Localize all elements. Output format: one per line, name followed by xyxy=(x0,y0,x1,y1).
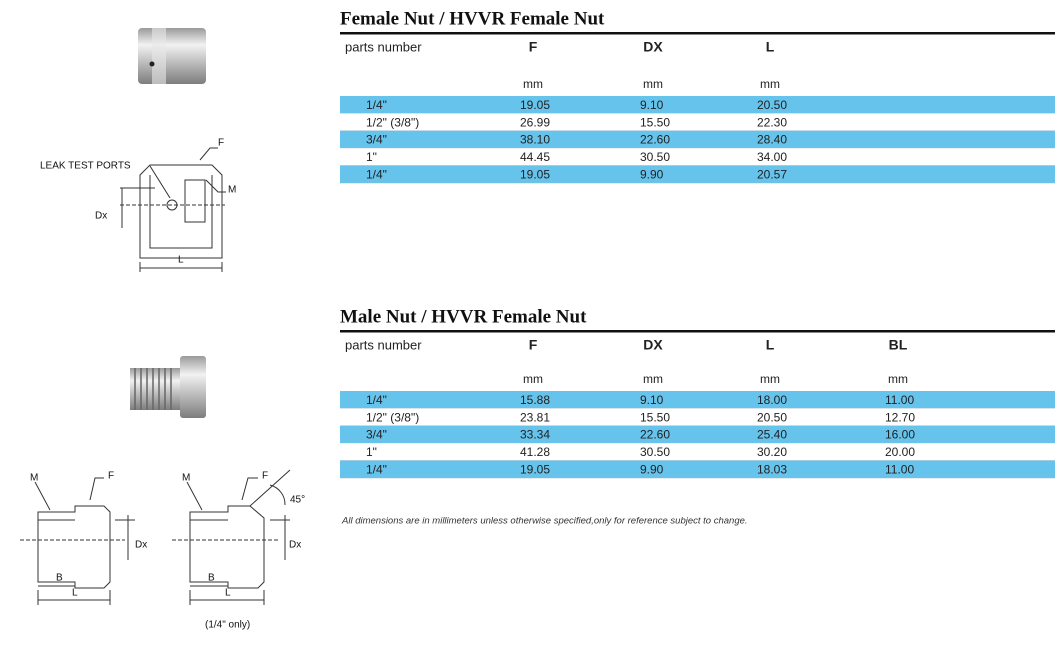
cell: 1/4" xyxy=(366,167,387,181)
cell: 15.88 xyxy=(520,393,550,407)
cell: 19.05 xyxy=(520,98,550,112)
title-rule xyxy=(340,32,1055,35)
cell: 20.00 xyxy=(885,445,915,459)
cell: 1/2" (3/8") xyxy=(366,115,419,129)
cell: 9.10 xyxy=(640,98,664,112)
table-row xyxy=(340,460,1055,478)
cell: 9.90 xyxy=(640,167,664,181)
unit: mm xyxy=(760,77,780,91)
cell: 1" xyxy=(366,150,377,164)
unit: mm xyxy=(643,372,663,386)
cell: 25.40 xyxy=(757,428,787,442)
diagram-label: B xyxy=(56,573,63,584)
cell: 9.90 xyxy=(640,462,664,476)
column-header: F xyxy=(529,39,538,55)
diagram-label: L xyxy=(225,588,231,599)
cell: 33.34 xyxy=(520,428,550,442)
table-row xyxy=(340,391,1055,409)
cell: 26.99 xyxy=(520,115,550,129)
diagram-label: B xyxy=(208,573,215,584)
cell: 1/4" xyxy=(366,462,387,476)
table-row xyxy=(340,148,1055,166)
cell: 41.28 xyxy=(520,445,550,459)
diagram-label: Dx xyxy=(95,211,107,222)
title-rule xyxy=(340,330,1055,333)
cell: 22.30 xyxy=(757,115,787,129)
cell: 22.60 xyxy=(640,428,670,442)
cell: 15.50 xyxy=(640,115,670,129)
cell: 3/4" xyxy=(366,428,387,442)
cell: 44.45 xyxy=(520,150,550,164)
male-nut-diagram-45: M F 45° Dx B L (1/4" only) xyxy=(172,469,305,631)
diagram-label: F xyxy=(262,471,268,482)
cell: 12.70 xyxy=(885,410,915,424)
female-nut-diagram: LEAK TEST PORTS F M Dx L xyxy=(40,138,236,272)
cell: 9.10 xyxy=(640,393,664,407)
diagram-label: L xyxy=(72,588,78,599)
table-row xyxy=(340,408,1055,426)
table-row xyxy=(340,425,1055,444)
column-header: DX xyxy=(643,337,663,353)
section-title: Female Nut / HVVR Female Nut xyxy=(340,8,605,29)
diagram-label: F xyxy=(218,138,224,149)
male-nut-photo xyxy=(130,356,206,418)
footnote: All dimensions are in millimeters unless… xyxy=(341,516,748,527)
table-row xyxy=(340,443,1055,461)
cell: 15.50 xyxy=(640,410,670,424)
section-title: Male Nut / HVVR Female Nut xyxy=(340,306,587,327)
diagram-label: Dx xyxy=(289,540,301,551)
diagram-label: Dx xyxy=(135,540,147,551)
cell: 20.57 xyxy=(757,167,787,181)
cell: 23.81 xyxy=(520,410,550,424)
unit: mm xyxy=(523,372,543,386)
diagram-label: (1/4" only) xyxy=(205,620,250,631)
cell: 1" xyxy=(366,445,377,459)
diagram-label: M xyxy=(228,185,236,196)
column-header: F xyxy=(529,337,538,353)
table-row xyxy=(340,96,1055,114)
unit: mm xyxy=(760,372,780,386)
cell: 18.00 xyxy=(757,393,787,407)
unit: mm xyxy=(643,77,663,91)
column-header: parts number xyxy=(345,39,422,54)
cell: 30.50 xyxy=(640,445,670,459)
cell: 11.00 xyxy=(885,462,914,476)
diagram-label: M xyxy=(30,473,38,484)
cell: 30.20 xyxy=(757,445,787,459)
diagram-label: 45° xyxy=(290,495,305,506)
column-header: BL xyxy=(889,337,908,353)
cell: 20.50 xyxy=(757,98,787,112)
cell: 19.05 xyxy=(520,462,550,476)
column-header: DX xyxy=(643,39,663,55)
cell: 38.10 xyxy=(520,133,550,147)
cell: 18.03 xyxy=(757,462,787,476)
cell: 16.00 xyxy=(885,428,915,442)
table-row xyxy=(340,130,1055,149)
table-row xyxy=(340,165,1055,183)
cell: 1/4" xyxy=(366,393,387,407)
cell: 28.40 xyxy=(757,133,787,147)
table-row xyxy=(340,113,1055,131)
cell: 22.60 xyxy=(640,133,670,147)
female-nut-photo xyxy=(138,28,206,84)
diagram-label: LEAK TEST PORTS xyxy=(40,161,131,172)
diagram-label: L xyxy=(178,255,184,266)
unit: mm xyxy=(523,77,543,91)
cell: 1/2" (3/8") xyxy=(366,410,419,424)
cell: 34.00 xyxy=(757,150,787,164)
cell: 11.00 xyxy=(885,393,914,407)
cell: 1/4" xyxy=(366,98,387,112)
male-nut-diagram: M F Dx B L xyxy=(20,471,147,605)
cell: 19.05 xyxy=(520,167,550,181)
cell: 30.50 xyxy=(640,150,670,164)
column-header: parts number xyxy=(345,337,422,352)
diagram-label: F xyxy=(108,471,114,482)
cell: 3/4" xyxy=(366,133,387,147)
cell: 20.50 xyxy=(757,410,787,424)
diagram-label: M xyxy=(182,473,190,484)
unit: mm xyxy=(888,372,908,386)
column-header: L xyxy=(766,337,775,353)
column-header: L xyxy=(766,39,775,55)
